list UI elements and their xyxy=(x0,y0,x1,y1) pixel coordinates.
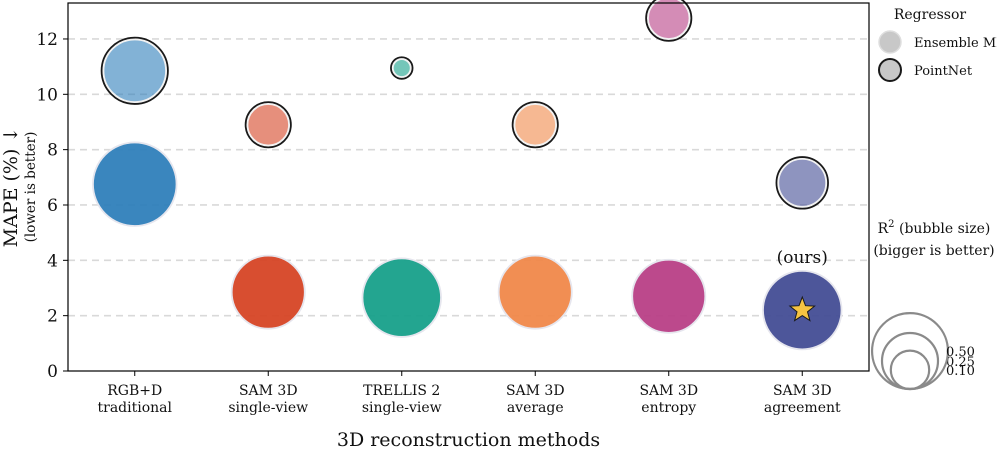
y-tick-label: 12 xyxy=(36,30,58,50)
legend-pointnet-marker xyxy=(878,58,902,82)
x-tick-label-line2: single-view xyxy=(228,400,308,416)
ours-annotation: (ours) xyxy=(777,248,828,268)
ensemble-ml-bubble xyxy=(230,254,306,330)
legend-size-label: 0.10 xyxy=(946,364,975,379)
legend-size-circle xyxy=(870,312,950,391)
x-tick-label-line1: SAM 3D xyxy=(239,383,298,399)
pointnet-bubble-ring xyxy=(645,0,693,42)
legend-size-label: 0.50 xyxy=(946,345,975,360)
pointnet-bubble-ring xyxy=(100,36,169,105)
pointnet-bubble-ring xyxy=(244,101,292,149)
x-tick-label-line2: traditional xyxy=(98,400,173,416)
legend-ensemble-marker xyxy=(878,30,902,54)
legend-ensemble-label: Ensemble ML xyxy=(914,36,997,51)
pointnet-bubble-ring xyxy=(511,101,559,149)
ensemble-ml-bubble xyxy=(92,141,178,227)
y-axis-label: MAPE (%) ↓ xyxy=(0,127,22,248)
gridlines xyxy=(68,38,869,317)
pointnet-bubble xyxy=(102,38,167,103)
y-tick-label: 2 xyxy=(47,307,58,327)
legend-size-title-sup: 2 xyxy=(888,219,894,230)
x-tick-label-line1: SAM 3D xyxy=(639,383,698,399)
legend-pointnet-label: PointNet xyxy=(914,64,973,79)
x-tick-label-line2: entropy xyxy=(641,400,696,416)
pointnet-bubble xyxy=(513,103,557,147)
y-tick-label: 4 xyxy=(47,251,58,271)
x-tick-label-line1: RGB+D xyxy=(107,383,162,399)
bubbles: (ours) xyxy=(92,0,843,351)
ensemble-ml-bubble xyxy=(361,257,442,338)
legend: Regressor Ensemble ML PointNet R2 (bubbl… xyxy=(870,7,997,391)
y-tick-label: 6 xyxy=(47,196,58,216)
y-axis-sublabel: (lower is better) xyxy=(23,132,39,243)
legend-size-subtitle: (bigger is better) xyxy=(873,243,994,259)
x-tick-label-line1: SAM 3D xyxy=(506,383,565,399)
legend-size-entries: 0.100.250.50 xyxy=(870,312,975,391)
legend-size-title-suffix: (bubble size) xyxy=(895,221,991,237)
pointnet-bubble-ring xyxy=(775,156,829,210)
x-axis-label: 3D reconstruction methods xyxy=(337,429,600,451)
legend-size-circle xyxy=(880,331,940,391)
ensemble-ml-bubble xyxy=(631,258,707,334)
x-tick-label-line2: average xyxy=(507,400,564,416)
legend-regressor-title: Regressor xyxy=(894,7,967,23)
pointnet-bubble xyxy=(392,58,412,78)
legend-size-label: 0.25 xyxy=(946,355,975,370)
legend-size-title: R2 (bubble size) xyxy=(878,219,991,237)
x-tick-label-line2: single-view xyxy=(362,400,442,416)
x-tick-label-line2: agreement xyxy=(764,400,841,416)
ensemble-ml-bubble xyxy=(497,254,573,330)
legend-size-title-prefix: R xyxy=(878,221,889,237)
plot-frame xyxy=(67,2,870,372)
legend-size-circle xyxy=(889,349,931,391)
pointnet-bubble xyxy=(777,158,827,208)
star-marker-icon xyxy=(788,295,816,322)
y-tick-label: 8 xyxy=(47,141,58,161)
y-tick-label: 10 xyxy=(36,85,58,105)
pointnet-bubble xyxy=(246,103,290,147)
y-tick-label: 0 xyxy=(47,362,58,382)
pointnet-bubble xyxy=(647,0,691,40)
x-tick-label-line1: TRELLIS 2 xyxy=(363,383,440,399)
x-tick-label-line1: SAM 3D xyxy=(773,383,832,399)
pointnet-bubble-ring xyxy=(390,56,414,80)
